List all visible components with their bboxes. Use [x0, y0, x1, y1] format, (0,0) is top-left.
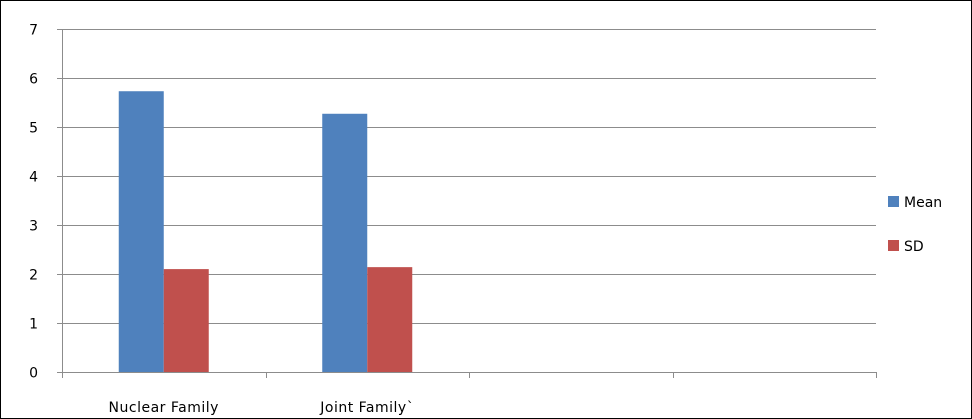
y-tick-label: 3 — [29, 219, 38, 235]
y-tick-label: 5 — [29, 121, 38, 137]
bar-sd-1 — [367, 267, 413, 372]
axes — [57, 29, 877, 378]
legend-swatch-sd — [888, 240, 899, 251]
legend-label-mean: Mean — [904, 195, 942, 211]
y-tick-label: 0 — [29, 366, 38, 382]
legend-swatch-mean — [888, 196, 899, 207]
legend: Mean SD — [888, 195, 942, 255]
legend-label-sd: SD — [904, 239, 924, 255]
y-tick-label: 6 — [29, 72, 38, 88]
bars — [118, 91, 413, 373]
x-tick-labels: Nuclear Family Joint Family` — [109, 400, 414, 416]
bar-mean-0 — [118, 91, 164, 372]
x-category-label: Joint Family` — [319, 400, 414, 416]
bar-mean-1 — [322, 113, 368, 373]
y-tick-label: 4 — [29, 170, 38, 186]
x-category-label: Nuclear Family — [109, 400, 219, 416]
y-tick-label: 1 — [29, 317, 38, 333]
bar-sd-0 — [163, 269, 209, 372]
y-tick-labels: 0 1 2 3 4 5 6 7 — [29, 23, 38, 382]
y-tick-label: 7 — [29, 23, 38, 39]
y-tick-label: 2 — [29, 268, 38, 284]
